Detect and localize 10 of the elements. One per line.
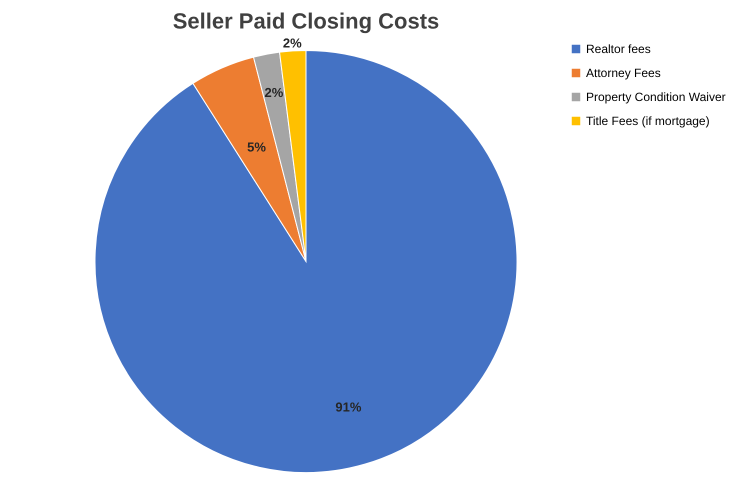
legend-label: Attorney Fees <box>586 66 661 80</box>
chart-title: Seller Paid Closing Costs <box>172 8 440 34</box>
legend-label: Property Condition Waiver <box>586 90 726 104</box>
data-label: 5% <box>247 139 266 154</box>
data-label: 2% <box>264 85 284 100</box>
pie-slice <box>94 50 518 473</box>
legend-label: Title Fees (if mortgage) <box>586 114 710 128</box>
data-label: 2% <box>282 35 302 50</box>
data-label: 91% <box>335 400 362 415</box>
legend-label: Realtor fees <box>586 42 651 56</box>
